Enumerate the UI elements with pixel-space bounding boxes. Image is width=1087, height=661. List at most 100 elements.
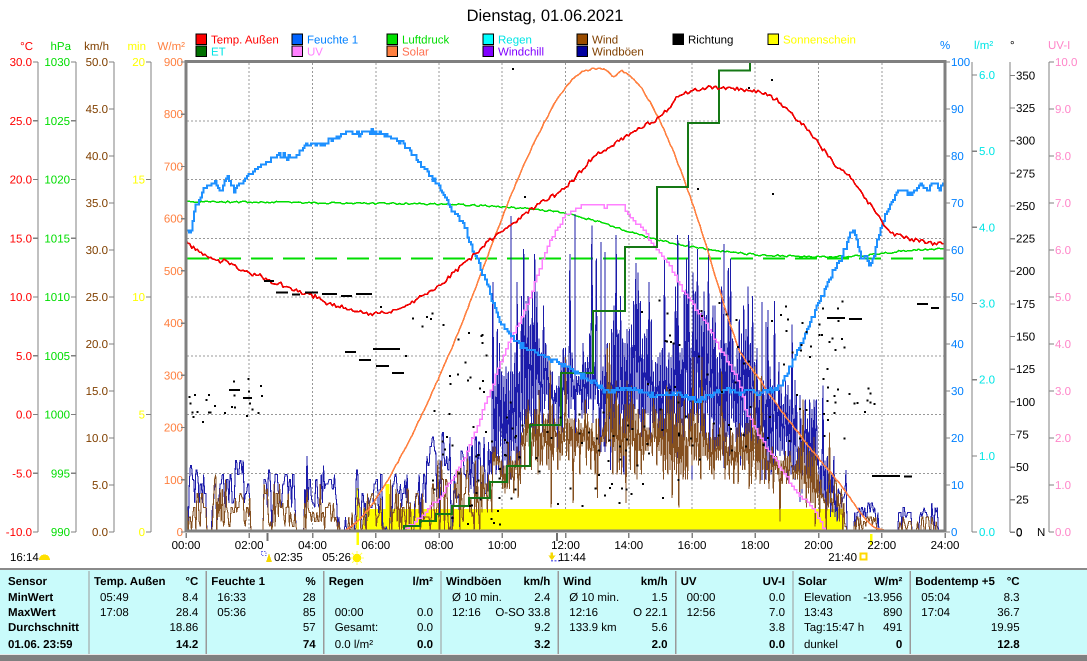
svg-text:25: 25 [1016, 495, 1029, 507]
svg-text:0.0: 0.0 [769, 639, 785, 651]
svg-text:20:00: 20:00 [804, 540, 833, 552]
svg-text:12:16: 12:16 [569, 607, 598, 619]
svg-text:Feuchte 1: Feuchte 1 [307, 35, 358, 47]
svg-text:50: 50 [1016, 462, 1029, 474]
svg-text:Wind: Wind [592, 35, 618, 47]
svg-text:l/m²: l/m² [974, 40, 993, 52]
svg-text:°: ° [1010, 40, 1015, 52]
svg-text:9.2: 9.2 [534, 622, 550, 634]
svg-text:00:00: 00:00 [687, 592, 716, 604]
svg-text:18.86: 18.86 [170, 622, 199, 634]
svg-text:40.0: 40.0 [86, 151, 108, 163]
svg-text:2.4: 2.4 [534, 592, 551, 604]
svg-text:600: 600 [164, 214, 183, 226]
svg-text:1015: 1015 [44, 233, 70, 245]
svg-text:28: 28 [303, 592, 316, 604]
svg-text:1030: 1030 [44, 57, 70, 69]
svg-text:-5.0: -5.0 [12, 468, 32, 480]
svg-text:%: % [305, 576, 315, 588]
svg-text:16:00: 16:00 [678, 540, 707, 552]
svg-text:01.06. 23:59: 01.06. 23:59 [8, 639, 73, 651]
svg-text:W/m²: W/m² [158, 41, 186, 53]
svg-text:MaxWert: MaxWert [8, 607, 56, 619]
svg-text:30.0: 30.0 [10, 57, 32, 69]
svg-text:7.0: 7.0 [769, 607, 785, 619]
svg-text:Solar: Solar [798, 576, 827, 588]
svg-text:8.4: 8.4 [182, 592, 199, 604]
svg-text:125: 125 [1016, 364, 1035, 376]
svg-text:10:00: 10:00 [488, 540, 517, 552]
svg-text:13:43: 13:43 [804, 607, 833, 619]
svg-text:3.0: 3.0 [979, 299, 995, 311]
svg-text:500: 500 [164, 266, 183, 278]
svg-text:60: 60 [951, 245, 964, 257]
svg-text:50.0: 50.0 [86, 57, 108, 69]
svg-text:2.0: 2.0 [979, 375, 995, 387]
svg-text:N: N [1037, 527, 1045, 539]
svg-text:Richtung: Richtung [688, 35, 733, 47]
svg-text:Gesamt:: Gesamt: [335, 622, 378, 634]
svg-text:5.0: 5.0 [92, 480, 108, 492]
svg-text:0: 0 [951, 527, 957, 539]
svg-text:Regen: Regen [498, 35, 532, 47]
svg-text:0: 0 [1016, 527, 1022, 539]
svg-text:5.0: 5.0 [16, 351, 32, 363]
svg-text:1010: 1010 [44, 292, 70, 304]
svg-text:Wind: Wind [563, 576, 591, 588]
svg-text:491: 491 [883, 622, 902, 634]
svg-text:Sonnenschein: Sonnenschein [783, 35, 856, 47]
svg-text:°C: °C [20, 41, 33, 53]
svg-text:19.95: 19.95 [991, 622, 1020, 634]
svg-text:225: 225 [1016, 234, 1035, 246]
svg-text:3.0: 3.0 [1055, 386, 1071, 398]
svg-text:°C: °C [185, 576, 198, 588]
svg-text:20: 20 [951, 433, 964, 445]
svg-text:350: 350 [1016, 70, 1035, 82]
svg-text:200: 200 [1016, 266, 1035, 278]
svg-text:1020: 1020 [44, 175, 70, 187]
svg-text:MinWert: MinWert [8, 592, 53, 604]
svg-text:km/h: km/h [523, 576, 550, 588]
svg-text:02:35: 02:35 [274, 552, 303, 564]
svg-text:0: 0 [177, 527, 183, 539]
svg-text:08:00: 08:00 [425, 540, 454, 552]
svg-text:100: 100 [1016, 397, 1035, 409]
svg-text:133.9 km: 133.9 km [569, 622, 616, 634]
svg-text:0.0: 0.0 [417, 622, 433, 634]
svg-text:-10.0: -10.0 [6, 527, 32, 539]
svg-text:8.0: 8.0 [1055, 151, 1071, 163]
svg-text:Temp. Außen: Temp. Außen [94, 576, 166, 588]
svg-text:4.0: 4.0 [979, 222, 995, 234]
svg-text:20.0: 20.0 [10, 175, 32, 187]
svg-text:250: 250 [1016, 201, 1035, 213]
svg-text:30: 30 [951, 386, 964, 398]
svg-text:km/h: km/h [641, 576, 668, 588]
svg-text:12:00: 12:00 [551, 540, 580, 552]
svg-text:1.0: 1.0 [979, 451, 995, 463]
svg-text:Bodentemp +5: Bodentemp +5 [915, 576, 995, 588]
svg-text:UV: UV [307, 47, 323, 59]
svg-text:70: 70 [951, 198, 964, 210]
svg-text:5.0: 5.0 [1055, 292, 1071, 304]
svg-text:2.0: 2.0 [1055, 433, 1071, 445]
svg-text:%: % [940, 40, 950, 52]
svg-text:05:26: 05:26 [322, 552, 351, 564]
svg-text:3.2: 3.2 [534, 639, 550, 651]
svg-text:74: 74 [303, 639, 316, 651]
svg-text:80: 80 [951, 151, 964, 163]
svg-text:O-SO 33.8: O-SO 33.8 [495, 607, 550, 619]
svg-text:Sensor: Sensor [8, 576, 48, 588]
svg-text:890: 890 [883, 607, 902, 619]
svg-text:0: 0 [896, 639, 902, 651]
svg-text:0: 0 [1016, 527, 1022, 539]
svg-text:12.8: 12.8 [997, 639, 1020, 651]
svg-text:05:36: 05:36 [217, 607, 246, 619]
svg-text:200: 200 [164, 423, 183, 435]
svg-text:ET: ET [211, 47, 226, 59]
svg-text:O 22.1: O 22.1 [633, 607, 668, 619]
svg-text:Dienstag, 01.06.2021: Dienstag, 01.06.2021 [467, 7, 624, 25]
svg-text:Luftdruck: Luftdruck [402, 35, 450, 47]
svg-text:21:40: 21:40 [828, 552, 857, 564]
svg-text:0.0: 0.0 [16, 410, 32, 422]
svg-text:50: 50 [951, 292, 964, 304]
